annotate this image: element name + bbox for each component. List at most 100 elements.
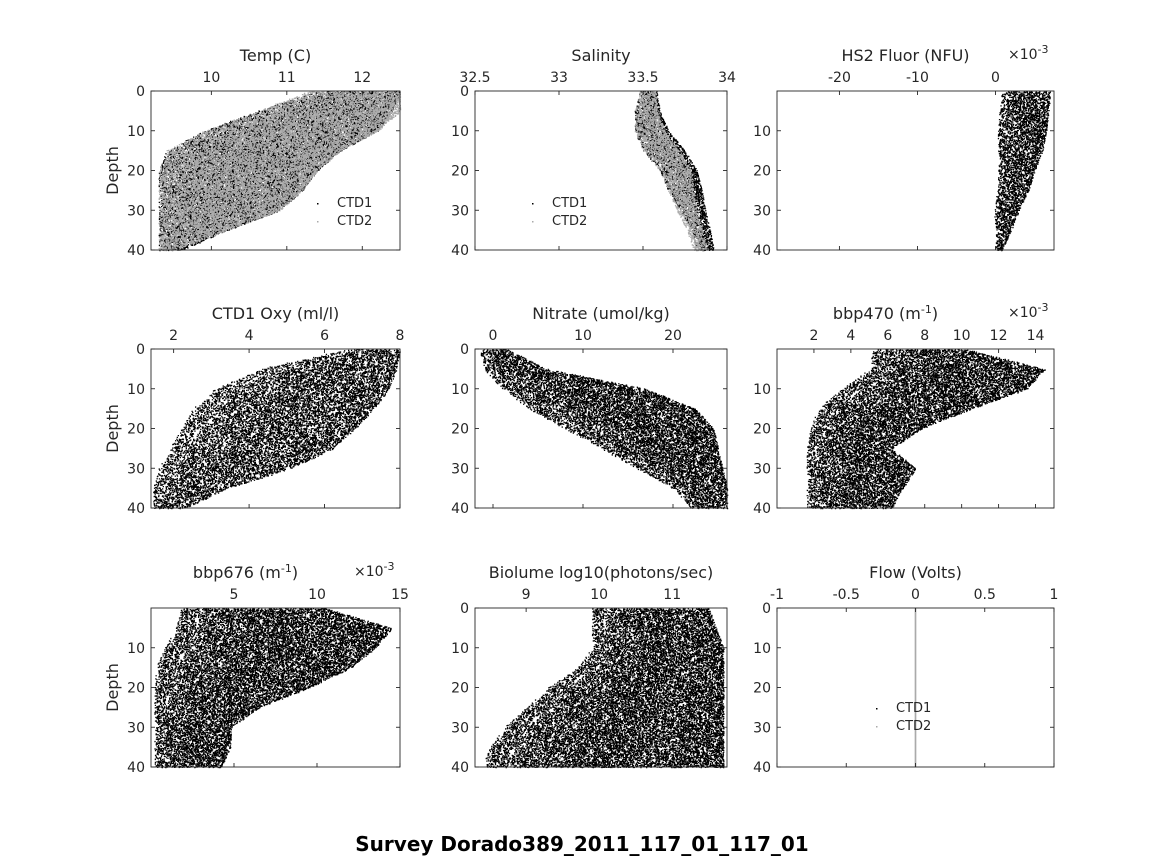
- chart-biolume-log10-photons-sec-xtick-label: 10: [590, 587, 608, 603]
- chart-hs2-fluor-nfu-ytick-label: 10: [753, 124, 771, 140]
- chart-bbp676-m-xtick-label: 10: [308, 587, 326, 603]
- chart-flow-volts-title: Flow (Volts): [869, 563, 962, 582]
- chart-nitrate-umol-kg-xtick-label: 0: [489, 328, 498, 344]
- chart-ctd1-oxy-ml-l-series-group: [153, 349, 401, 510]
- chart-bbp676-m-ylabel: Depth: [103, 663, 122, 712]
- chart-bbp470-m-title: bbp470 (m-1): [833, 303, 938, 323]
- chart-bbp676-m-title: bbp676 (m-1): [193, 562, 298, 582]
- chart-hs2-fluor-nfu-ytick-label: 20: [753, 164, 771, 180]
- chart-nitrate-umol-kg: 0 10 20 0 10 20 30 40 Nitrate (umol/kg): [451, 304, 729, 517]
- chart-hs2-fluor-nfu-title: HS2 Fluor (NFU): [841, 46, 969, 65]
- chart-salinity-xtick-label: 33: [550, 70, 568, 86]
- chart-ctd1-oxy-ml-l-series-1: [153, 349, 401, 510]
- figure-suptitle: Survey Dorado389_2011_117_01_117_01: [355, 832, 809, 856]
- chart-flow-volts-ytick-label: 20: [753, 681, 771, 697]
- chart-hs2-fluor-nfu-ytick-label: 40: [753, 243, 771, 259]
- chart-nitrate-umol-kg-xtick-label: 20: [664, 328, 682, 344]
- chart-bbp676-m: 5 10 15 10 20 30 40 bbp676 (m-1) ×10-3 Depth: [103, 560, 409, 776]
- chart-bbp470-m-ytick-label: 10: [753, 382, 771, 398]
- chart-temp-c-ylabel: Depth: [103, 146, 122, 195]
- chart-hs2-fluor-nfu-xtick-label: -10: [906, 70, 929, 86]
- chart-hs2-fluor-nfu-xtick-label: 0: [991, 70, 1000, 86]
- chart-flow-volts-legend-label: CTD2: [896, 719, 931, 734]
- chart-nitrate-umol-kg-ytick-label: 30: [451, 461, 469, 477]
- chart-ctd1-oxy-ml-l-title: CTD1 Oxy (ml/l): [212, 304, 340, 323]
- chart-salinity-legend-label: CTD2: [552, 214, 587, 229]
- chart-bbp470-m-xtick-label: 10: [953, 328, 971, 344]
- chart-temp-c-legend-label: CTD2: [337, 214, 372, 229]
- chart-bbp470-m: 2 4 6 8 10 12 14 10 20 30 40 bbp470 (m-1) ×10-3: [753, 301, 1055, 517]
- chart-ctd1-oxy-ml-l-ytick-label: 0: [136, 342, 145, 358]
- chart-nitrate-umol-kg-series-1: [480, 349, 729, 510]
- chart-bbp470-m-series-group: [806, 349, 1046, 510]
- chart-temp-c-xtick-label: 11: [278, 70, 296, 86]
- chart-flow-volts-xtick-label: 0: [911, 587, 920, 603]
- chart-flow-volts-xtick-label: 0.5: [974, 587, 996, 603]
- chart-biolume-log10-photons-sec-series-1: [485, 608, 725, 769]
- chart-bbp676-m-series-1: [154, 608, 392, 769]
- chart-flow-volts-legend: CTD1 CTD2: [876, 701, 931, 734]
- chart-nitrate-umol-kg-ytick-label: 20: [451, 422, 469, 438]
- chart-ctd1-oxy-ml-l-xtick-label: 2: [169, 328, 178, 344]
- chart-biolume-log10-photons-sec-ytick-label: 10: [451, 641, 469, 657]
- chart-bbp470-m-ytick-label: 20: [753, 422, 771, 438]
- chart-bbp676-m-ytick-label: 10: [127, 641, 145, 657]
- chart-bbp470-m-xtick-label: 14: [1027, 328, 1045, 344]
- chart-bbp676-m-xtick-label: 5: [230, 587, 239, 603]
- chart-biolume-log10-photons-sec-title: Biolume log10(photons/sec): [489, 563, 714, 582]
- chart-temp-c-series-ctd1: [158, 91, 401, 252]
- chart-salinity-legend: CTD1 CTD2: [532, 196, 587, 229]
- chart-bbp676-m-ytick-label: 20: [127, 681, 145, 697]
- chart-bbp470-m-xtick-label: 8: [920, 328, 929, 344]
- chart-salinity-ytick-label: 0: [460, 84, 469, 100]
- chart-salinity-xtick-label: 34: [718, 70, 736, 86]
- chart-bbp470-m-xtick-label: 6: [883, 328, 892, 344]
- chart-temp-c-series-ctd2: [158, 91, 402, 252]
- chart-temp-c-ytick-label: 30: [127, 203, 145, 219]
- chart-nitrate-umol-kg-ytick-label: 10: [451, 382, 469, 398]
- chart-temp-c-legend-label: CTD1: [337, 196, 372, 211]
- chart-flow-volts-xtick-label: -1: [770, 587, 784, 603]
- chart-temp-c-xtick-label: 10: [202, 70, 220, 86]
- chart-hs2-fluor-nfu-x-exponent: ×10-3: [1008, 43, 1049, 63]
- chart-biolume-log10-photons-sec-ytick-label: 20: [451, 681, 469, 697]
- chart-bbp470-m-xtick-label: 2: [809, 328, 818, 344]
- chart-temp-c-ytick-label: 10: [127, 124, 145, 140]
- chart-ctd1-oxy-ml-l-ylabel: Depth: [103, 404, 122, 453]
- chart-bbp676-m-x-exponent: ×10-3: [354, 560, 395, 580]
- chart-ctd1-oxy-ml-l-xtick-label: 4: [245, 328, 254, 344]
- chart-hs2-fluor-nfu: -20 -10 0 10 20 30 40 HS2 Fluor (NFU) ×10-3: [753, 43, 1055, 259]
- chart-temp-c-series-group: [158, 91, 402, 252]
- chart-ctd1-oxy-ml-l-ytick-label: 20: [127, 422, 145, 438]
- chart-salinity-ytick-label: 40: [451, 243, 469, 259]
- chart-salinity-legend-marker: [532, 221, 534, 223]
- chart-temp-c-ytick-label: 0: [136, 84, 145, 100]
- chart-bbp676-m-series-group: [154, 608, 392, 769]
- chart-salinity-xtick-label: 32.5: [459, 70, 490, 86]
- chart-salinity-ytick-label: 20: [451, 164, 469, 180]
- chart-flow-volts-ytick-label: 0: [762, 601, 771, 617]
- chart-ctd1-oxy-ml-l-ytick-label: 10: [127, 382, 145, 398]
- chart-bbp470-m-ytick-label: 30: [753, 461, 771, 477]
- chart-biolume-log10-photons-sec-xtick-label: 11: [663, 587, 681, 603]
- chart-biolume-log10-photons-sec: 9 10 11 0 10 20 30 40 Biolume log10(photons/sec): [451, 563, 728, 776]
- chart-flow-volts-ytick-label: 40: [753, 760, 771, 776]
- chart-ctd1-oxy-ml-l-xtick-label: 6: [320, 328, 329, 344]
- chart-temp-c-title: Temp (C): [239, 46, 311, 65]
- chart-nitrate-umol-kg-title: Nitrate (umol/kg): [532, 304, 670, 323]
- chart-hs2-fluor-nfu-xtick-label: -20: [828, 70, 851, 86]
- chart-biolume-log10-photons-sec-ytick-label: 30: [451, 720, 469, 736]
- chart-nitrate-umol-kg-xtick-label: 10: [574, 328, 592, 344]
- chart-flow-volts-legend-label: CTD1: [896, 701, 931, 716]
- chart-biolume-log10-photons-sec-series-group: [485, 608, 725, 769]
- chart-bbp676-m-ytick-label: 30: [127, 720, 145, 736]
- chart-bbp470-m-series-1: [806, 349, 1046, 510]
- chart-flow-volts-legend-marker: [876, 708, 878, 710]
- chart-bbp676-m-ytick-label: 40: [127, 760, 145, 776]
- chart-flow-volts-legend-marker: [876, 726, 878, 728]
- chart-flow-volts-ytick-label: 10: [753, 641, 771, 657]
- chart-temp-c-xtick-label: 12: [353, 70, 371, 86]
- chart-salinity-ytick-label: 30: [451, 203, 469, 219]
- chart-temp-c-legend: CTD1 CTD2: [317, 196, 372, 229]
